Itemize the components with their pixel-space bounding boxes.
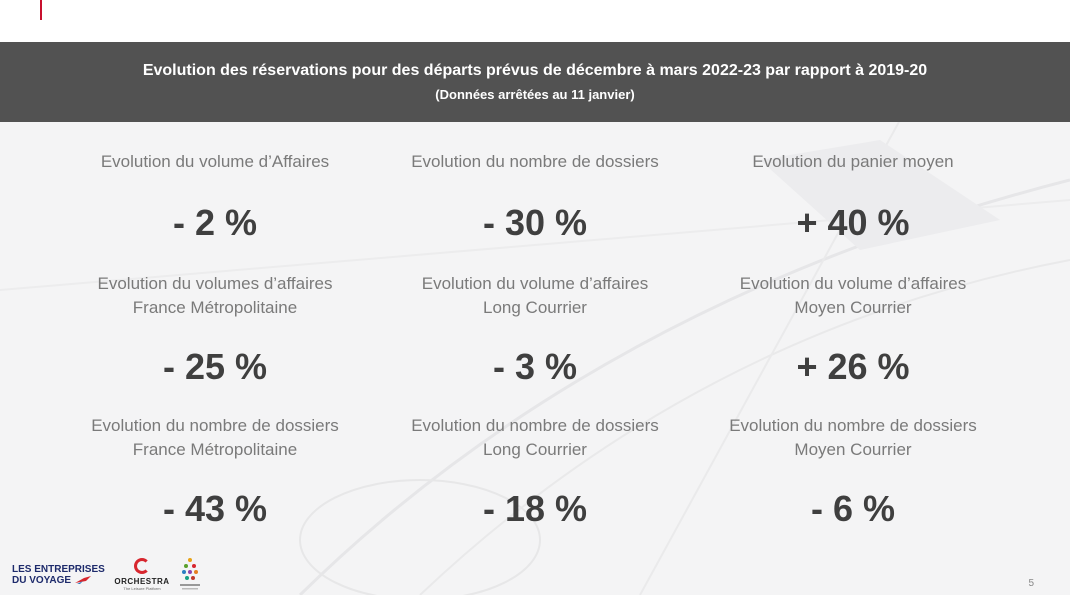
top-accent-bar xyxy=(40,0,42,20)
page-title: Evolution des réservations pour des dépa… xyxy=(142,62,928,79)
logo-orchestra: ORCHESTRA The Leisure Platform xyxy=(112,556,172,592)
stat-label-line2: Moyen Courrier xyxy=(794,440,912,459)
stat-label: Evolution du nombre de dossiers xyxy=(411,152,659,171)
stat-value: - 25 % xyxy=(162,346,268,387)
stat-value: - 18 % xyxy=(482,488,588,529)
stat-label-line1: Evolution du nombre de dossiers xyxy=(411,416,659,435)
logo-orchestra-tag: The Leisure Platform xyxy=(123,586,161,591)
stat-value: - 6 % xyxy=(810,488,896,529)
stat-dossiers-moyen-courrier: Evolution du nombre de dossiers Moyen Co… xyxy=(688,414,1018,534)
page-subtitle: (Données arrêtées au 11 janvier) xyxy=(435,87,635,102)
stat-label-line1: Evolution du volume d’affaires xyxy=(739,274,967,293)
stat-label-line2: Long Courrier xyxy=(483,298,587,317)
stat-label-line2: France Métropolitaine xyxy=(132,440,298,459)
stat-volume-moyen-courrier: Evolution du volume d’affaires Moyen Cou… xyxy=(688,272,1018,392)
header-banner: Evolution des réservations pour des dépa… xyxy=(0,42,1070,122)
logo-orchestra-name: ORCHESTRA xyxy=(114,577,170,586)
stat-label-line1: Evolution du nombre de dossiers xyxy=(729,416,977,435)
plane-icon xyxy=(74,576,91,585)
logo-epv-line2: DU VOYAGE xyxy=(12,575,72,586)
stat-panier-moyen: Evolution du panier moyen + 40 % xyxy=(688,150,1018,250)
stat-value: - 43 % xyxy=(162,488,268,529)
stat-nombre-dossiers: Evolution du nombre de dossiers - 30 % xyxy=(370,150,700,250)
stat-label-line2: France Métropolitaine xyxy=(132,298,298,317)
orchestra-ring-icon xyxy=(134,558,150,574)
stat-dossiers-long-courrier: Evolution du nombre de dossiers Long Cou… xyxy=(370,414,700,534)
stat-dossiers-france: Evolution du nombre de dossiers France M… xyxy=(50,414,380,534)
page-number: 5 xyxy=(1028,578,1034,589)
stat-label-line1: Evolution du volumes d’affaires xyxy=(97,274,333,293)
stat-value: - 3 % xyxy=(492,346,578,387)
logo-epv-line1: LES ENTREPRISES xyxy=(12,564,105,575)
stat-value: - 2 % xyxy=(172,202,258,243)
stat-volume-france: Evolution du volumes d’affaires France M… xyxy=(50,272,380,392)
partner-logo-icon xyxy=(180,558,200,590)
stat-volume-long-courrier: Evolution du volume d’affaires Long Cour… xyxy=(370,272,700,392)
logo-les-entreprises-du-voyage: LES ENTREPRISES DU VOYAGE xyxy=(12,564,105,586)
stat-value: - 30 % xyxy=(482,202,588,243)
stat-label-line1: Evolution du nombre de dossiers xyxy=(91,416,339,435)
top-strip xyxy=(0,0,1070,42)
stat-label-line1: Evolution du volume d’affaires xyxy=(421,274,649,293)
stat-label: Evolution du volume d’Affaires xyxy=(100,152,330,171)
stat-value: + 40 % xyxy=(796,202,910,243)
stat-label-line2: Long Courrier xyxy=(483,440,587,459)
stat-label: Evolution du panier moyen xyxy=(752,152,954,171)
stat-label-line2: Moyen Courrier xyxy=(794,298,912,317)
stat-volume-affaires: Evolution du volume d’Affaires - 2 % xyxy=(50,150,380,250)
stat-value: + 26 % xyxy=(796,346,910,387)
